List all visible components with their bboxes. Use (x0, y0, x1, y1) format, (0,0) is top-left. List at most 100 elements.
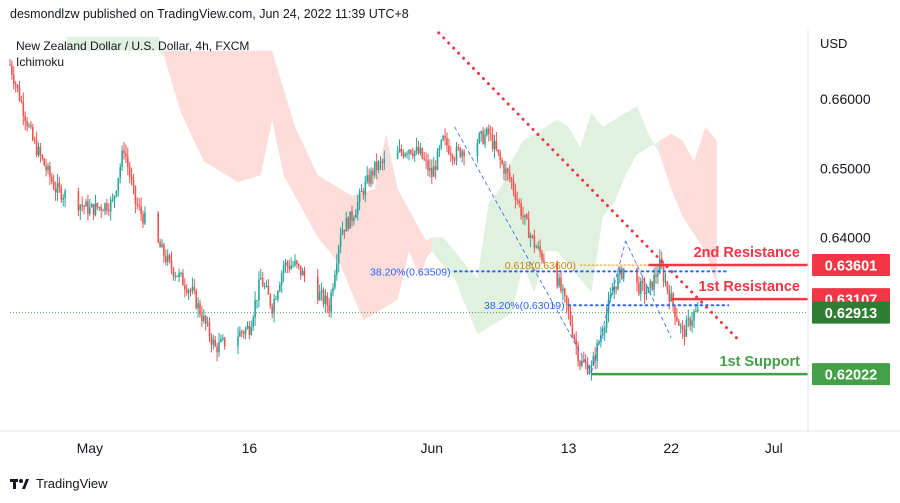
candle-down (526, 212, 528, 220)
candle-body (62, 197, 64, 200)
candle-body (402, 152, 405, 157)
candle-down (271, 303, 273, 319)
candle-body (558, 277, 560, 287)
candle-up (537, 241, 539, 250)
candle-body (284, 262, 287, 266)
candle-body (516, 199, 519, 201)
annotation-labels-layer: 38.20%(0.63509) 38.20%(0.63019) 0.618(0.63… (16, 39, 800, 370)
candle-body (453, 159, 456, 161)
publisher-credit: desmondlzw published on TradingView.com,… (10, 7, 409, 21)
candle-up (617, 268, 619, 291)
candle-down (533, 229, 536, 253)
candle-down (672, 291, 674, 312)
candle-body (689, 318, 691, 326)
candle-body (586, 363, 589, 374)
candle-up (383, 150, 386, 170)
candle-up (191, 277, 194, 295)
candle-body (613, 286, 615, 293)
candle-body (413, 150, 416, 157)
candle-down (176, 275, 178, 278)
candle-down (527, 211, 530, 239)
candle-down (503, 160, 505, 180)
candle-body (372, 170, 374, 176)
chart-area[interactable]: 38.20%(0.63509) 38.20%(0.63019) 0.618(0.63… (0, 0, 900, 466)
candle-body (157, 212, 159, 242)
candle-body (14, 83, 17, 85)
candle-body (330, 292, 332, 312)
candle-body (432, 166, 435, 177)
candle-body (575, 339, 577, 346)
candle-down (543, 253, 545, 264)
candlestick-chart[interactable]: 38.20%(0.63509) 38.20%(0.63019) 0.618(0.63… (0, 0, 900, 466)
candle-body (239, 331, 241, 337)
candle-up (619, 266, 621, 284)
price-tag-resistance-text: 0.63601 (825, 258, 877, 274)
candle-up (256, 300, 258, 309)
level-label-support: 1st Support (719, 354, 800, 370)
candle-down (16, 84, 19, 93)
candle-up (581, 355, 583, 368)
candle-body (9, 64, 11, 66)
candle-up (440, 139, 443, 150)
candle-down (269, 293, 272, 309)
candle-body (324, 295, 327, 304)
x-tick-label: Jul (765, 440, 783, 456)
candle-body (569, 310, 572, 324)
candle-body (100, 207, 102, 211)
candle-body (203, 315, 205, 321)
candle-body (643, 283, 646, 295)
candle-body (172, 268, 175, 276)
candle-up (218, 332, 220, 357)
candle-body (541, 252, 543, 260)
candle-body (375, 161, 378, 170)
candle-body (368, 174, 370, 184)
candle-up (349, 211, 351, 229)
candle-body (353, 217, 355, 221)
candle-up (174, 271, 177, 281)
candle-up (117, 177, 120, 197)
candle-up (406, 151, 408, 159)
candle-body (280, 273, 283, 285)
candle-down (463, 149, 465, 166)
candle-body (349, 211, 351, 229)
candle-body (345, 217, 348, 232)
candle-down (681, 320, 684, 339)
candle-body (611, 292, 614, 295)
candle-up (206, 316, 209, 327)
candle-body (170, 260, 173, 269)
ichimoku-cloud-bearish (659, 126, 717, 286)
candle-body (364, 181, 367, 195)
candle-body (501, 160, 503, 164)
candle-down (189, 288, 192, 297)
y-tick-label: 0.66000 (820, 91, 871, 107)
candle-down (83, 204, 85, 215)
candle-down (13, 66, 15, 90)
candle-down (165, 249, 167, 266)
chart-footer: TradingView (0, 466, 900, 503)
candle-down (412, 147, 414, 160)
candle-body (144, 212, 146, 224)
candle-body (174, 275, 177, 277)
candle-body (77, 191, 80, 211)
candle-body (292, 265, 294, 267)
candle-down (368, 168, 370, 187)
candle-up (111, 193, 114, 203)
tradingview-logo[interactable]: TradingView (10, 476, 108, 491)
candle-body (60, 187, 63, 200)
candle-body (488, 128, 490, 134)
candle-body (605, 313, 608, 328)
fib-swing-line (454, 126, 592, 373)
candle-body (571, 323, 574, 336)
candle-body (108, 210, 110, 212)
candle-body (596, 343, 598, 361)
candle-body (218, 341, 220, 353)
candle-down (52, 174, 55, 191)
candle-body (518, 200, 520, 204)
candle-body (89, 207, 91, 214)
candle-down (457, 143, 460, 151)
candle-up (258, 271, 260, 308)
candle-body (332, 287, 334, 293)
candle-up (341, 221, 344, 236)
candle-up (332, 283, 334, 297)
candle-down (518, 198, 520, 208)
